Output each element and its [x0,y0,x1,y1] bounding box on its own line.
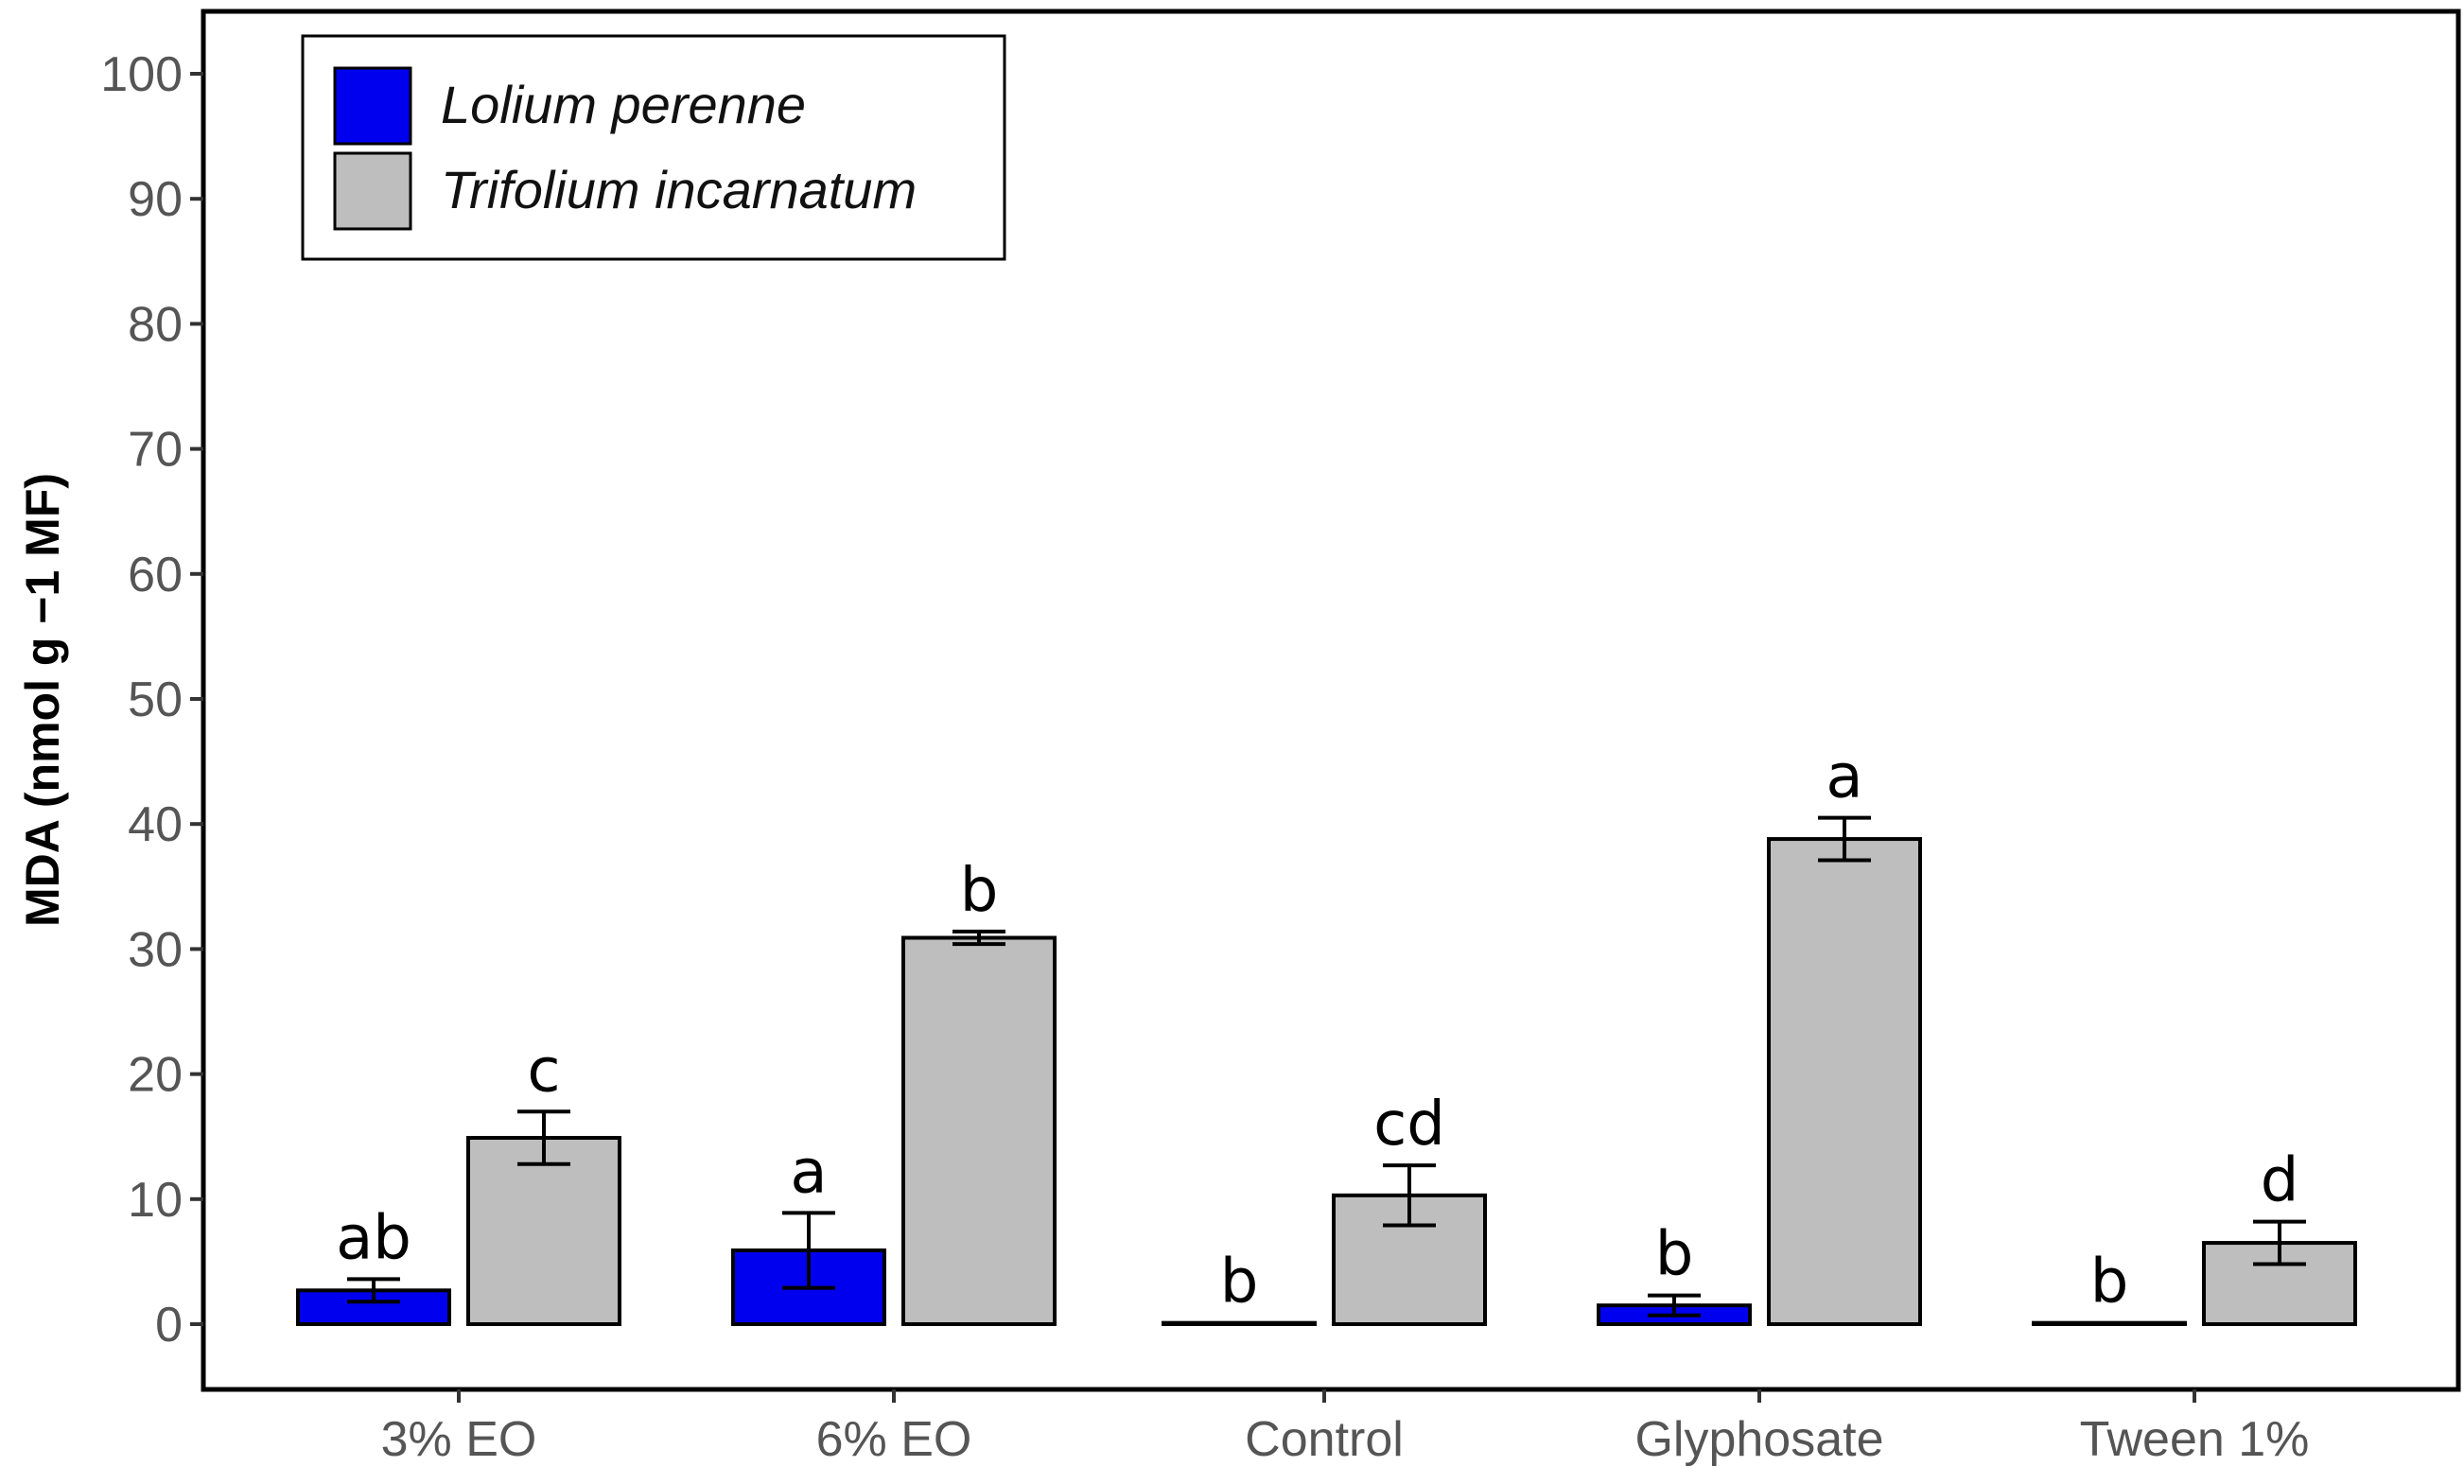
legend: Lolium perenne Trifolium incarnatum [301,34,1006,261]
y-tick-label-0: 0 [155,1298,183,1353]
y-tick-label-10: 10 [128,1173,183,1228]
y-tick-label-30: 30 [128,922,183,977]
x-tick-label: Glyphosate [1634,1412,1883,1467]
y-tick-label-20: 20 [128,1048,183,1103]
error-bar [952,929,1005,947]
significance-letter: a [1826,742,1862,812]
y-axis: 0 10 20 30 40 50 60 70 80 90 100 [100,47,203,1353]
significance-letter: d [2261,1146,2299,1216]
error-bar [347,1277,400,1304]
legend-swatch-trifolium [333,151,412,231]
significance-letter: ab [336,1203,411,1273]
y-tick-label-70: 70 [128,423,183,478]
significance-letter: a [790,1137,827,1207]
legend-label-trifolium: Trifolium incarnatum [441,160,917,219]
significance-letter: b [1220,1248,1259,1318]
bar-lolium-5 [2032,1320,2187,1326]
y-tick-label-50: 50 [128,672,183,727]
y-tick-label-40: 40 [128,797,183,852]
error-bar [1383,1163,1436,1228]
significance-letter: b [1655,1220,1694,1290]
bar-trifolium-1 [466,1136,621,1326]
x-tick-label: 6% EO [816,1412,972,1467]
error-bars-layer [347,815,2306,1318]
error-bar [517,1109,570,1166]
y-tick-label-100: 100 [100,47,183,102]
bar-lolium-3 [1162,1320,1317,1326]
bars-layer [296,837,2357,1327]
x-tick-label: Tween 1% [2080,1412,2310,1467]
y-tick-label-60: 60 [128,548,183,602]
error-bar [1648,1293,1701,1318]
y-axis-label: MDA (nmol g −1 MF) [16,473,69,927]
x-tick-label: Control [1245,1412,1404,1467]
error-bar [782,1211,835,1290]
legend-label-lolium: Lolium perenne [441,75,806,134]
bar-trifolium-2 [901,935,1057,1326]
x-axis: 3% EO 6% EO Control Glyphosate Tween 1% [381,1389,2310,1467]
error-bar [2253,1219,2306,1266]
y-tick-label-90: 90 [128,172,183,227]
significance-letter: b [960,856,999,926]
significance-letter: b [2090,1248,2129,1318]
bar-trifolium-4 [1767,837,1922,1326]
error-bar [1818,815,1871,863]
legend-box [301,34,1006,261]
legend-swatch-lolium [333,66,412,146]
y-tick-label-80: 80 [128,297,183,352]
x-tick-label: 3% EO [381,1412,537,1467]
significance-letter: c [527,1036,560,1106]
significance-letter: cd [1373,1090,1445,1160]
